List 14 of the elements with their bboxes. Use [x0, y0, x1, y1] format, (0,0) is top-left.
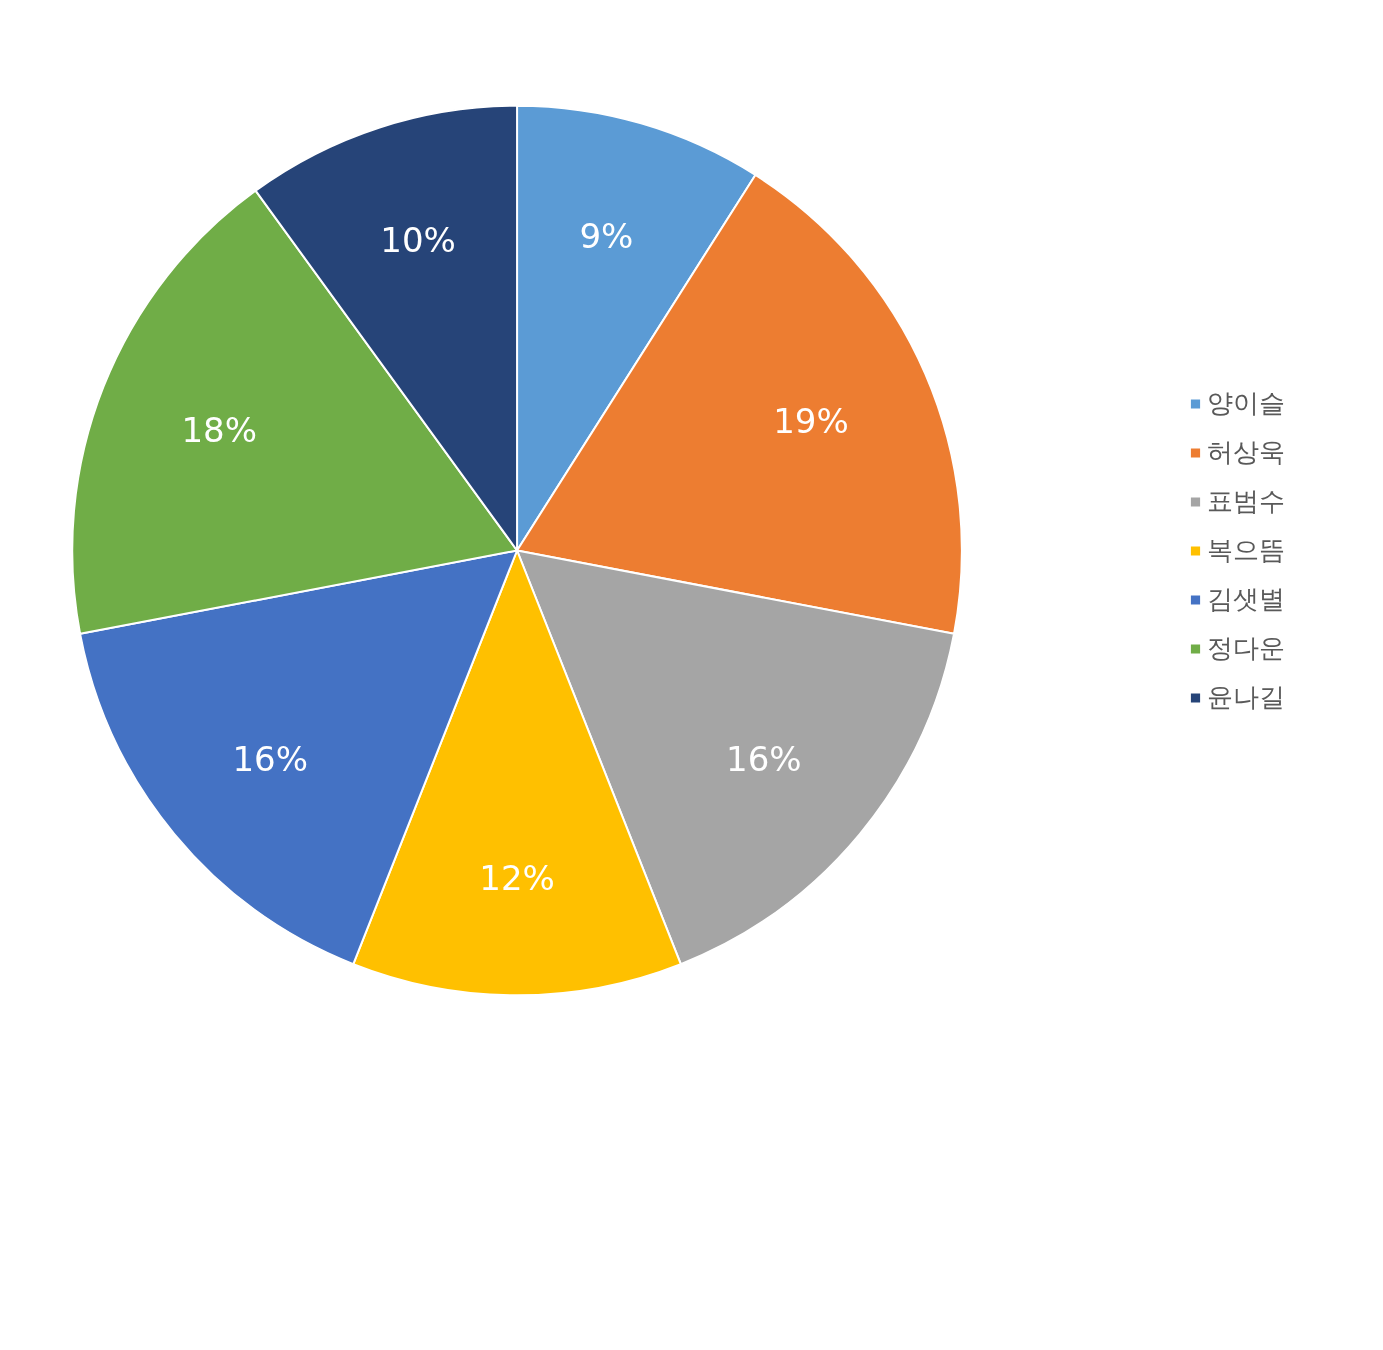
legend-label: 정다운: [1207, 631, 1285, 665]
legend-label: 복으뜸: [1207, 533, 1285, 567]
legend-label: 양이슬: [1207, 386, 1285, 420]
data-label: 12%: [479, 857, 555, 898]
legend-label: 허상욱: [1207, 435, 1285, 469]
legend-label: 표범수: [1207, 484, 1285, 518]
data-label: 16%: [726, 738, 802, 779]
legend-label: 김샛별: [1207, 582, 1285, 616]
data-label: 16%: [232, 738, 309, 779]
legend-label: 윤나길: [1207, 680, 1285, 714]
data-label: 19%: [773, 400, 849, 441]
data-label: 10%: [380, 219, 456, 260]
data-label: 9%: [579, 216, 634, 257]
data-label: 18%: [181, 410, 258, 451]
